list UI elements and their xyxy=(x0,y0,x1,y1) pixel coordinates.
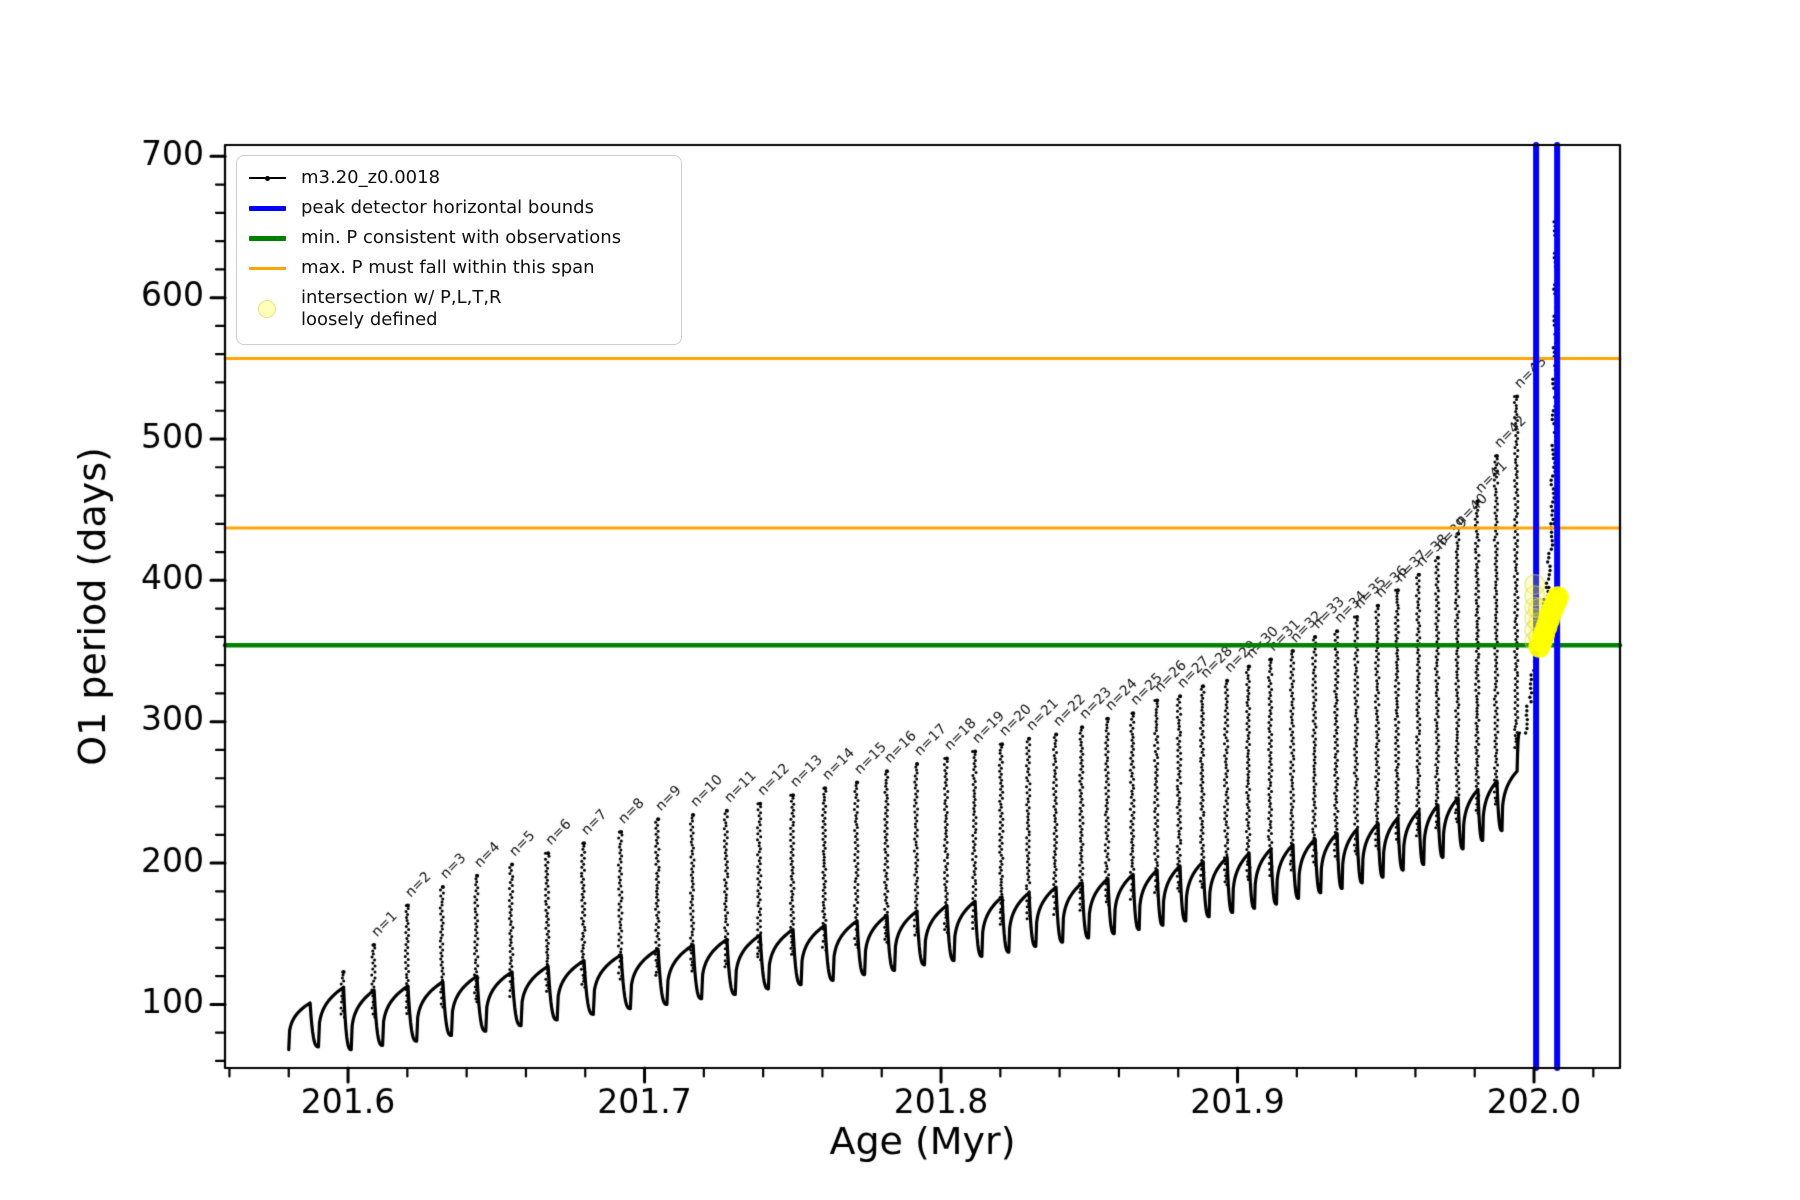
legend-label: peak detector horizontal bounds xyxy=(301,197,594,218)
series-line-marker-icon xyxy=(249,175,286,181)
legend-entry-max-period: max. P must fall within this span xyxy=(249,253,669,283)
legend-label: max. P must fall within this span xyxy=(301,257,595,278)
series-dot-marker-icon xyxy=(265,175,270,181)
legend-entry-min-period: min. P consistent with observations xyxy=(249,223,669,253)
legend-label: min. P consistent with observations xyxy=(301,227,622,248)
orange-line-marker-icon xyxy=(249,266,286,270)
legend-label: m3.20_z0.0018 xyxy=(301,167,441,188)
legend-entry-peak-detector: peak detector horizontal bounds xyxy=(249,193,669,223)
legend-entry-series: m3.20_z0.0018 xyxy=(249,163,669,193)
legend-entry-intersection: intersection w/ P,L,T,R loosely defined xyxy=(249,283,669,335)
blue-line-marker-icon xyxy=(249,205,286,211)
yellow-circle-marker-icon xyxy=(258,300,276,318)
legend-label: intersection w/ P,L,T,R loosely defined xyxy=(301,287,502,330)
green-line-marker-icon xyxy=(249,235,286,241)
legend: m3.20_z0.0018 peak detector horizontal b… xyxy=(236,155,682,345)
